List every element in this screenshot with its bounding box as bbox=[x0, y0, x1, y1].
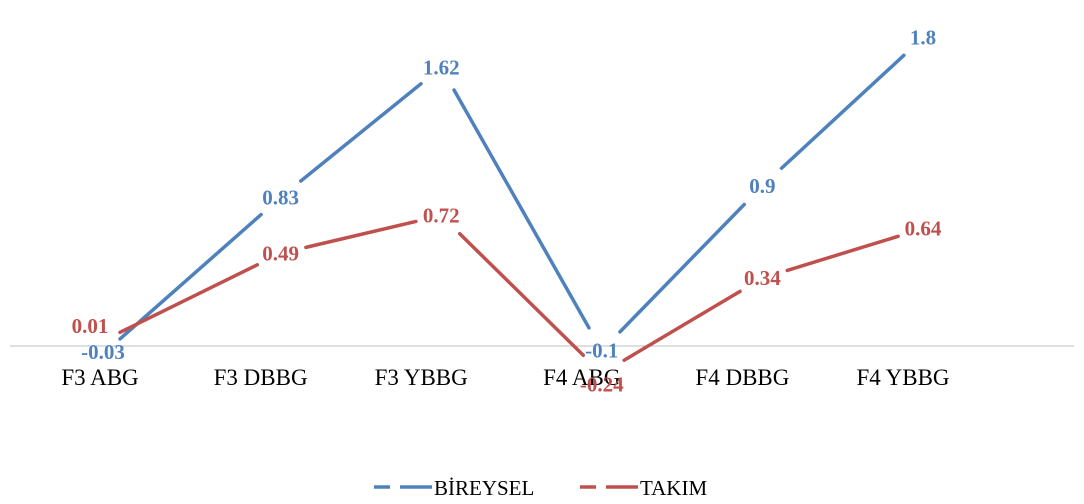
data-label: 0.9 bbox=[749, 174, 775, 198]
data-label: -0.1 bbox=[585, 338, 618, 362]
series-segment bbox=[299, 81, 423, 183]
x-tick-label: F3 DBBG bbox=[214, 365, 308, 390]
data-label: 1.8 bbox=[910, 26, 936, 50]
series-segment bbox=[785, 234, 900, 273]
series-segment bbox=[618, 202, 746, 334]
series-segment bbox=[452, 88, 591, 330]
series-segment bbox=[304, 219, 418, 250]
data-label: -0.03 bbox=[81, 340, 125, 364]
series-segment bbox=[779, 53, 906, 170]
series-segment bbox=[457, 231, 586, 358]
x-axis-tick-labels: F3 ABG F3 DBBG F3 YBBG F4 ABG F4 DBBG F4 YBBG bbox=[61, 365, 949, 390]
x-tick-label: F4 DBBG bbox=[695, 365, 789, 390]
data-label: 0.64 bbox=[905, 217, 942, 241]
data-label: 0.83 bbox=[262, 185, 299, 209]
legend-label: BİREYSEL bbox=[434, 476, 534, 500]
data-label: 0.01 bbox=[72, 314, 109, 338]
x-tick-label: F3 ABG bbox=[61, 365, 138, 390]
series-segment bbox=[622, 289, 742, 362]
x-tick-label: F4 ABG bbox=[543, 365, 620, 390]
data-labels: -0.03 0.83 1.62 -0.1 0.9 1.8 0.01 0.49 0.72 -0.24… bbox=[72, 26, 942, 397]
series-lines bbox=[118, 53, 906, 362]
data-label: 0.72 bbox=[423, 203, 460, 227]
data-label: 0.49 bbox=[262, 241, 299, 265]
legend: BİREYSEL TAKIM bbox=[374, 476, 707, 500]
series-segment bbox=[118, 212, 263, 341]
x-tick-label: F3 YBBG bbox=[375, 365, 468, 390]
legend-label: TAKIM bbox=[640, 476, 707, 500]
x-tick-label: F4 YBBG bbox=[856, 365, 949, 390]
data-label: 0.34 bbox=[744, 266, 781, 290]
data-label: 1.62 bbox=[423, 55, 460, 79]
series-segment bbox=[118, 263, 260, 335]
data-label: -0.24 bbox=[580, 373, 624, 397]
